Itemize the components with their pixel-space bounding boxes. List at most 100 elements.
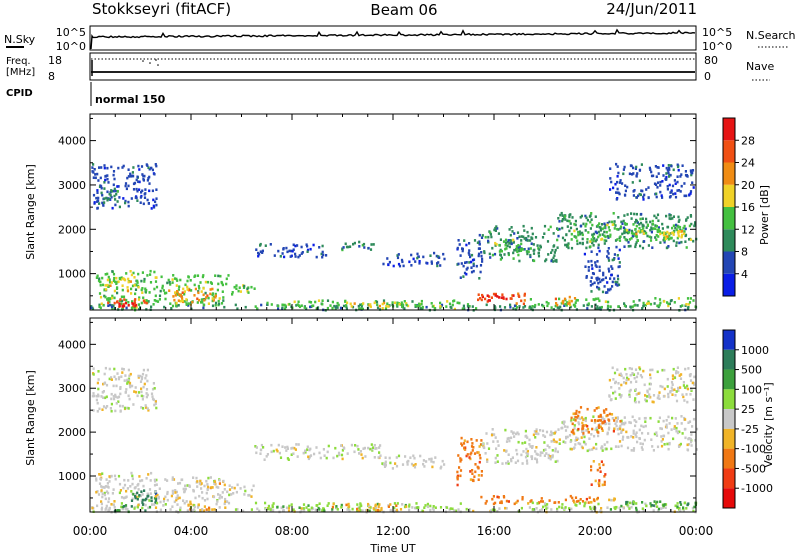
heatmap-cell (656, 304, 659, 308)
heatmap-cell (401, 503, 404, 506)
heatmap-cell (401, 463, 405, 466)
heatmap-cell (632, 166, 635, 170)
heatmap-cell (641, 246, 645, 250)
heatmap-cell (378, 503, 381, 506)
heatmap-cell (118, 196, 121, 199)
heatmap-cell (189, 279, 192, 282)
heatmap-cell (630, 217, 633, 220)
heatmap-cell (138, 308, 141, 311)
heatmap-cell (657, 509, 660, 512)
heatmap-cell (298, 304, 301, 307)
heatmap-cell (107, 304, 110, 307)
heatmap-cell (200, 487, 203, 490)
heatmap-cell (289, 255, 292, 258)
heatmap-cell (113, 367, 116, 371)
heatmap-cell (527, 250, 530, 254)
heatmap-cell (114, 409, 117, 413)
heatmap-cell (537, 303, 540, 306)
heatmap-cell (680, 173, 683, 176)
heatmap-cell (492, 495, 495, 498)
heatmap-cell (145, 289, 148, 292)
heatmap-cell (575, 227, 578, 231)
heatmap-cell (679, 386, 682, 389)
heatmap-cell (622, 219, 625, 223)
heatmap-cell (487, 235, 490, 239)
heatmap-cell (549, 225, 552, 229)
heatmap-cell (361, 307, 364, 311)
heatmap-cell (117, 376, 121, 379)
heatmap-cell (367, 446, 370, 450)
heatmap-cell (463, 239, 466, 242)
heatmap-cell (136, 394, 139, 398)
heatmap-cell (603, 242, 606, 245)
heatmap-cell (625, 381, 628, 385)
heatmap-cell (651, 219, 654, 223)
heatmap-cell (530, 455, 533, 458)
heatmap-cell (438, 256, 441, 259)
heatmap-cell (645, 217, 648, 221)
heatmap-cell (582, 433, 585, 437)
heatmap-cell (531, 446, 534, 449)
heatmap-cell (675, 371, 678, 375)
heatmap-cell (321, 244, 324, 248)
heatmap-cell (98, 407, 101, 411)
heatmap-cell (552, 256, 555, 260)
heatmap-cell (625, 502, 628, 506)
heatmap-cell (325, 456, 328, 460)
heatmap-cell (142, 296, 145, 300)
heatmap-cell (106, 482, 109, 485)
heatmap-cell (659, 180, 662, 184)
heatmap-cell (415, 506, 418, 509)
heatmap-cell (246, 287, 249, 291)
heatmap-cell (573, 222, 576, 226)
heatmap-cell (345, 305, 348, 309)
heatmap-cell (598, 265, 601, 269)
heatmap-cell (117, 474, 121, 478)
heatmap-cell (420, 302, 423, 306)
heatmap-cell (601, 416, 604, 419)
heatmap-cell (369, 447, 372, 451)
heatmap-cell (590, 305, 593, 308)
heatmap-cell (138, 168, 141, 171)
heatmap-cell (641, 307, 644, 310)
heatmap-cell (671, 377, 675, 380)
heatmap-cell (678, 226, 682, 229)
heatmap-cell (671, 231, 674, 235)
freq-label-1: Freq. (6, 56, 31, 67)
heatmap-cell (129, 385, 132, 389)
heatmap-cell (570, 246, 574, 250)
heatmap-cell (114, 393, 117, 397)
heatmap-cell (490, 296, 493, 299)
heatmap-cell (507, 500, 510, 503)
heatmap-cell (591, 233, 594, 237)
heatmap-cell (598, 277, 601, 281)
heatmap-cell (115, 282, 118, 285)
heatmap-cell (430, 460, 433, 463)
heatmap-cell (460, 436, 463, 440)
heatmap-cell (405, 303, 408, 307)
heatmap-cell (565, 233, 568, 236)
heatmap-cell (108, 280, 112, 284)
heatmap-cell (594, 297, 597, 301)
heatmap-cell (430, 260, 433, 263)
heatmap-cell (154, 163, 157, 166)
cpid-label: CPID (6, 88, 33, 99)
heatmap-cell (687, 367, 690, 370)
heatmap-cell (203, 303, 206, 307)
heatmap-cell (130, 197, 133, 200)
heatmap-cell (634, 424, 637, 428)
heatmap-cell (656, 370, 659, 374)
heatmap-cell (394, 462, 397, 465)
heatmap-cell (674, 226, 677, 230)
heatmap-cell (364, 509, 367, 512)
heatmap-cell (106, 283, 109, 287)
heatmap-cell (211, 304, 215, 308)
heatmap-cell (189, 502, 192, 506)
heatmap-cell (131, 384, 134, 388)
heatmap-cell (500, 296, 503, 299)
heatmap-cell (517, 253, 520, 257)
heatmap-cell (113, 301, 116, 305)
heatmap-cell (570, 418, 573, 422)
heatmap-cell (687, 421, 690, 424)
heatmap-cell (523, 305, 527, 308)
